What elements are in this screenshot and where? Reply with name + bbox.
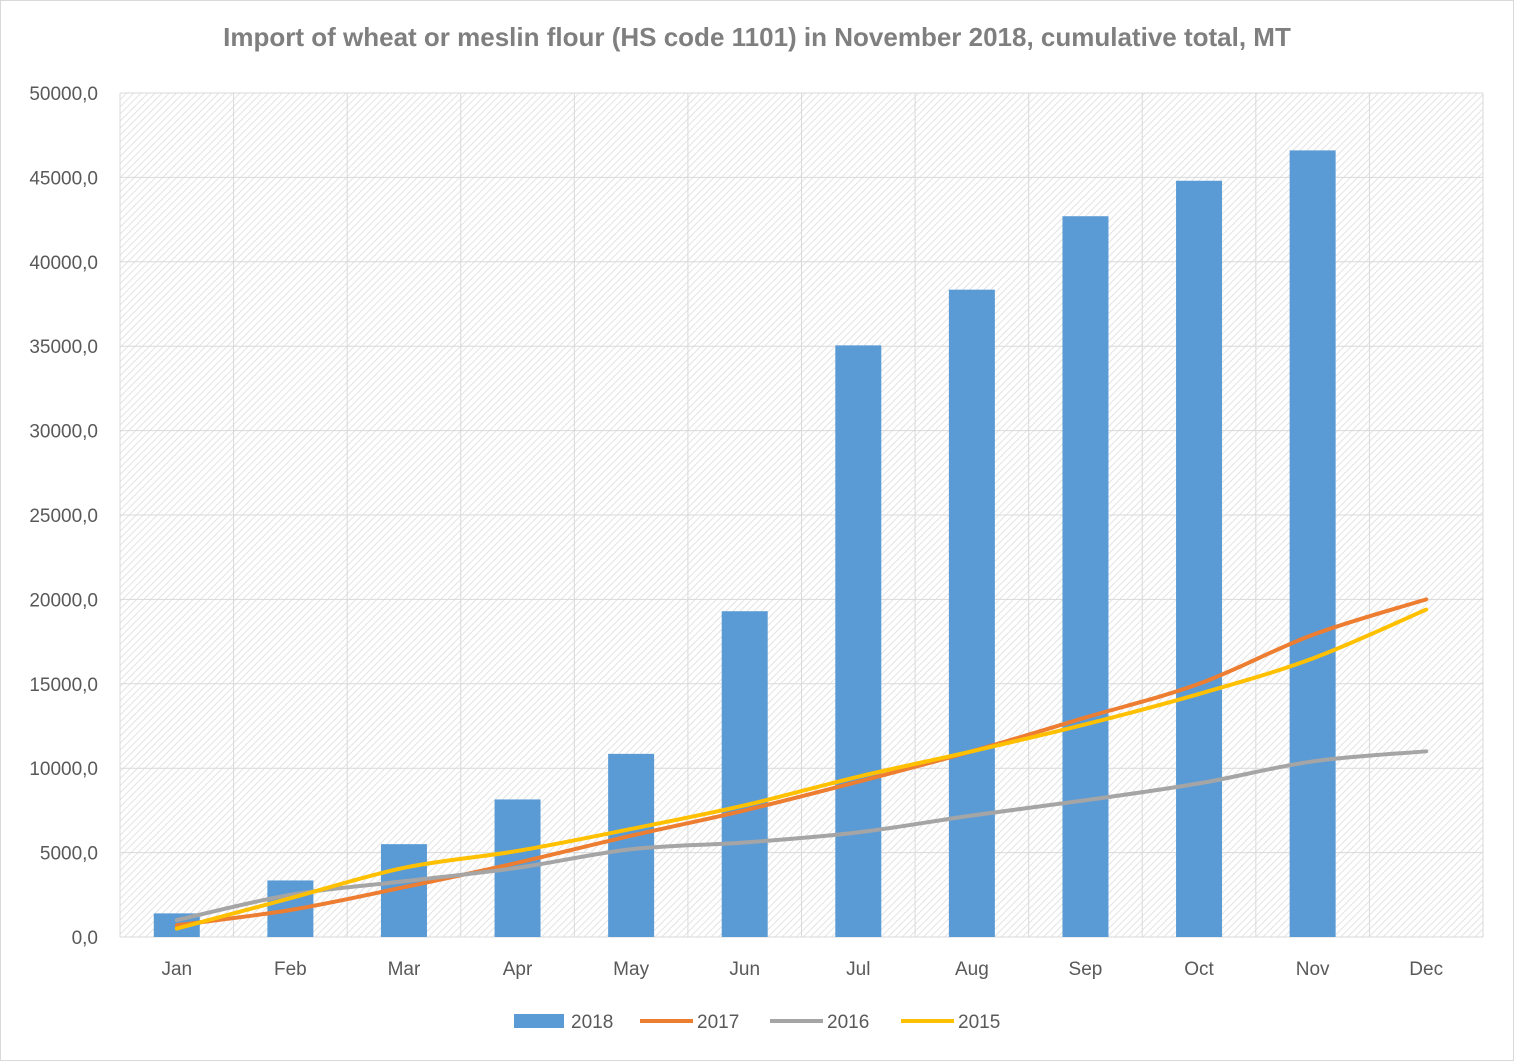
x-tick-label: Jan xyxy=(161,959,192,980)
y-tick-label: 30000,0 xyxy=(29,422,98,443)
x-tick-label: Aug xyxy=(955,959,989,980)
x-tick-label: Apr xyxy=(503,959,533,980)
y-tick-label: 5000,0 xyxy=(40,844,98,865)
x-tick-label: Sep xyxy=(1069,959,1103,980)
y-tick-label: 25000,0 xyxy=(29,506,98,527)
y-tick-label: 45000,0 xyxy=(29,168,98,189)
bar-2018-Sep xyxy=(1062,216,1109,937)
legend: 2018 2017 2016 2015 xyxy=(514,1012,1000,1033)
y-tick-label: 50000,0 xyxy=(29,84,98,105)
bar-2018-Jun xyxy=(721,611,768,937)
legend-label-2016: 2016 xyxy=(827,1012,869,1033)
bar-2018-Aug xyxy=(948,289,995,938)
line-series xyxy=(174,597,1429,931)
x-tick-label: Feb xyxy=(274,959,307,980)
bar-2018-Oct xyxy=(1176,180,1223,937)
x-tick-label: Nov xyxy=(1296,959,1330,980)
grid xyxy=(119,92,1484,938)
x-tick-label: Mar xyxy=(388,959,421,980)
legend-swatch-2018 xyxy=(514,1014,564,1028)
legend-label-2017: 2017 xyxy=(697,1012,739,1033)
x-tick-label: Jun xyxy=(729,959,760,980)
y-tick-label: 40000,0 xyxy=(29,253,98,274)
legend-label-2018: 2018 xyxy=(571,1012,613,1033)
legend-label-2015: 2015 xyxy=(958,1012,1000,1033)
chart-title: Import of wheat or meslin flour (HS code… xyxy=(223,22,1291,52)
line-2017 xyxy=(174,597,1429,928)
y-tick-label: 10000,0 xyxy=(29,759,98,780)
x-tick-label: Dec xyxy=(1409,959,1443,980)
bar-series xyxy=(153,150,1336,938)
y-tick-label: 35000,0 xyxy=(29,337,98,358)
y-tick-label: 15000,0 xyxy=(29,675,98,696)
bar-2018-Nov xyxy=(1289,150,1336,938)
x-tick-label: Oct xyxy=(1184,959,1214,980)
x-tick-label: Jul xyxy=(846,959,870,980)
x-tick-label: May xyxy=(613,959,649,980)
x-axis-tick-labels: Jan Feb Mar Apr May Jun Jul Aug Sep Oct Nov Dec xyxy=(161,959,1443,980)
bar-2018-May xyxy=(608,753,655,937)
line-2015 xyxy=(174,607,1429,931)
line-2016 xyxy=(174,749,1429,923)
y-axis-tick-labels: 0,0 5000,0 10000,0 15000,0 20000,0 25000,0 300… xyxy=(29,84,98,949)
y-tick-label: 0,0 xyxy=(72,928,98,949)
y-tick-label: 20000,0 xyxy=(29,590,98,611)
bar-2018-Jul xyxy=(835,345,882,938)
